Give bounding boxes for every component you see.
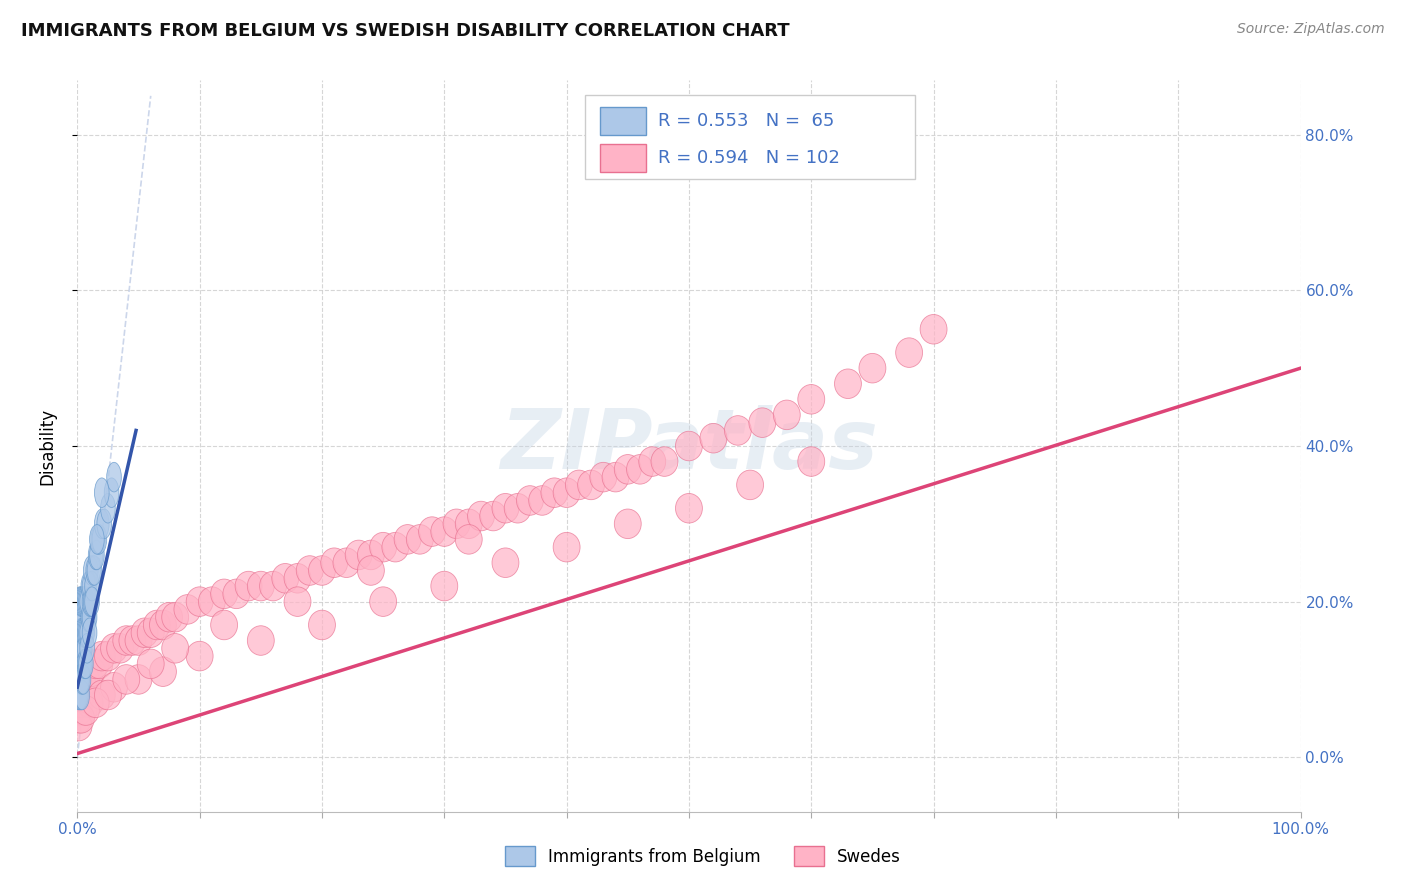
- FancyBboxPatch shape: [599, 144, 647, 171]
- Text: ZIPatlas: ZIPatlas: [501, 406, 877, 486]
- Text: R = 0.553   N =  65: R = 0.553 N = 65: [658, 112, 835, 130]
- Legend: Immigrants from Belgium, Swedes: Immigrants from Belgium, Swedes: [498, 839, 908, 873]
- FancyBboxPatch shape: [585, 95, 915, 179]
- Text: Source: ZipAtlas.com: Source: ZipAtlas.com: [1237, 22, 1385, 37]
- Text: IMMIGRANTS FROM BELGIUM VS SWEDISH DISABILITY CORRELATION CHART: IMMIGRANTS FROM BELGIUM VS SWEDISH DISAB…: [21, 22, 790, 40]
- Y-axis label: Disability: Disability: [38, 408, 56, 484]
- FancyBboxPatch shape: [599, 107, 647, 136]
- Text: R = 0.594   N = 102: R = 0.594 N = 102: [658, 149, 841, 167]
